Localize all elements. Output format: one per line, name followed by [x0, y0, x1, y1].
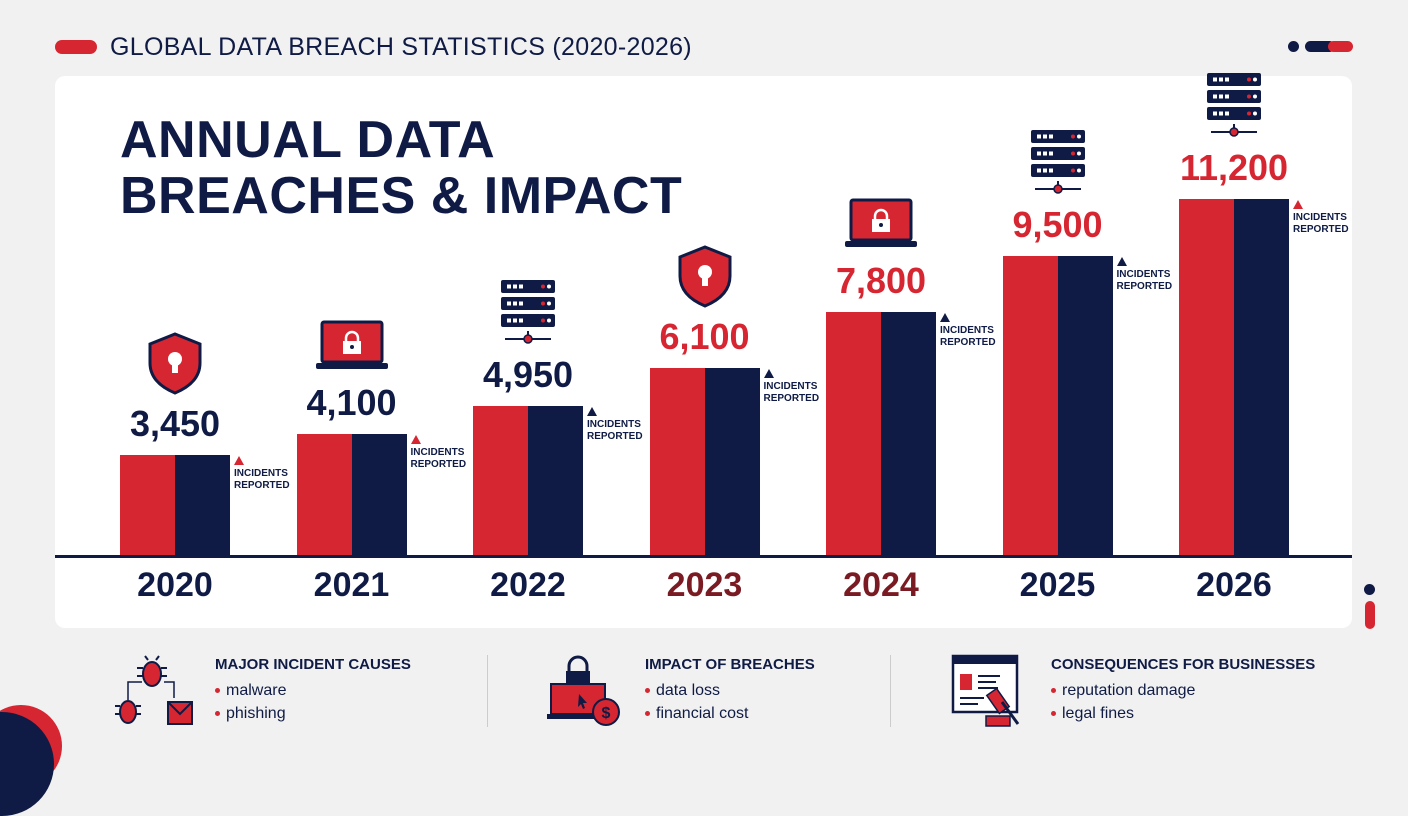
header-title: GLOBAL DATA BREACH STATISTICS (2020-2026… — [110, 33, 692, 61]
side-pill — [1365, 601, 1375, 629]
bar-2024-navy — [881, 311, 936, 556]
list-item: reputation damage — [1051, 679, 1315, 702]
bar-2024-red — [826, 311, 881, 556]
laptop-lock-icon — [843, 198, 919, 257]
header-pill-red — [1328, 41, 1353, 52]
triangle-up-icon — [410, 434, 421, 444]
side-dot — [1364, 584, 1375, 595]
year-label: 2023 — [666, 566, 743, 604]
incidents-reported-note: INCIDENTS REPORTED — [410, 434, 467, 471]
year-label: 2020 — [137, 566, 213, 604]
bar-2021-red — [296, 433, 352, 556]
bar-2026-navy — [1234, 199, 1289, 556]
note-text: REPORTED — [587, 430, 643, 442]
bar-2022-navy — [528, 405, 583, 556]
triangle-up-icon — [1293, 200, 1303, 210]
section-consequences: CONSEQUENCES FOR BUSINESSES reputation d… — [1051, 656, 1315, 725]
note-text: INCIDENTS — [410, 446, 465, 458]
year-label: 2024 — [843, 566, 919, 604]
list-item: data loss — [645, 679, 815, 702]
note-text: REPORTED — [234, 480, 290, 492]
note-text: INCIDENTS — [763, 380, 818, 392]
bar-2025-red — [1002, 255, 1058, 556]
list-item: phishing — [215, 702, 411, 725]
note-text: INCIDENTS — [1116, 268, 1171, 280]
incidents-reported-note: INCIDENTS REPORTED — [1116, 256, 1173, 293]
bar-2023-red — [649, 367, 705, 556]
note-text: REPORTED — [763, 392, 820, 404]
note-text: INCIDENTS — [940, 324, 994, 336]
bug-email-icon — [115, 655, 193, 725]
svg-text:$: $ — [602, 705, 611, 722]
value-label: 4,950 — [482, 353, 574, 395]
header-pill-navy — [1305, 41, 1335, 52]
header-dot — [1288, 41, 1299, 52]
list-item: financial cost — [645, 702, 815, 725]
chart-title-line2: BREACHES & IMPACT — [120, 167, 683, 225]
value-label: 7,800 — [835, 259, 927, 301]
note-text: INCIDENTS — [234, 468, 288, 480]
note-text: INCIDENTS — [1293, 212, 1347, 224]
bar-2021-navy — [351, 433, 407, 556]
triangle-up-icon — [587, 406, 597, 416]
incidents-reported-note: INCIDENTS REPORTED — [234, 456, 290, 492]
value-label: 6,100 — [659, 315, 750, 357]
incidents-reported-note: INCIDENTS REPORTED — [1293, 200, 1349, 236]
server-icon — [499, 278, 557, 351]
triangle-up-icon — [763, 368, 774, 378]
document-gavel-icon — [951, 654, 1020, 727]
shield-icon — [147, 331, 203, 400]
laptop-lock-icon — [314, 320, 390, 379]
incidents-reported-note: INCIDENTS REPORTED — [940, 312, 996, 349]
bar-2026-red — [1179, 199, 1234, 556]
year-label: 2021 — [313, 566, 390, 604]
section-title: MAJOR INCIDENT CAUSES — [215, 656, 411, 673]
triangle-up-icon — [234, 456, 244, 466]
section-impact: IMPACT OF BREACHES data loss financial co… — [645, 656, 815, 725]
note-text: REPORTED — [1116, 280, 1173, 292]
bar-2020-navy — [175, 455, 230, 556]
section-title: IMPACT OF BREACHES — [645, 656, 815, 673]
bar-2020-red — [120, 455, 175, 556]
header-accent-pill — [55, 40, 97, 54]
divider — [487, 655, 488, 727]
triangle-up-icon — [940, 312, 950, 322]
bar-2025-navy — [1057, 255, 1113, 556]
bar-chart: 3,450 2020 INCIDENTS REPORTED 4,100 2021 INCID… — [120, 71, 1349, 604]
note-text: REPORTED — [1293, 224, 1349, 236]
year-label: 2022 — [490, 566, 566, 604]
divider — [890, 655, 891, 727]
bar-2023-navy — [704, 367, 760, 556]
value-label: 3,450 — [129, 403, 221, 445]
server-icon — [1205, 71, 1263, 144]
incidents-reported-note: INCIDENTS REPORTED — [587, 406, 643, 443]
year-label: 2025 — [1019, 566, 1096, 604]
section-incident-causes: MAJOR INCIDENT CAUSES malware phishing — [215, 656, 411, 725]
section-title: CONSEQUENCES FOR BUSINESSES — [1051, 656, 1316, 673]
triangle-up-icon — [1116, 256, 1127, 266]
x-axis-baseline — [55, 555, 1352, 558]
shield-icon — [677, 244, 733, 313]
value-label: 9,500 — [1012, 203, 1103, 245]
server-icon — [1029, 128, 1087, 201]
value-label: 4,100 — [306, 381, 397, 423]
bar-2022-red — [473, 405, 528, 556]
year-label: 2026 — [1196, 566, 1272, 604]
note-text: REPORTED — [410, 458, 467, 470]
note-text: INCIDENTS — [587, 418, 641, 430]
list-item: legal fines — [1051, 702, 1315, 725]
chart-title: ANNUAL DATA BREACHES & IMPACT — [120, 112, 682, 224]
chart-title-line1: ANNUAL DATA — [120, 111, 496, 169]
list-item: malware — [215, 679, 411, 702]
value-label: 11,200 — [1179, 147, 1289, 189]
note-text: REPORTED — [940, 336, 996, 348]
laptop-lock-dollar-icon: $ — [547, 655, 620, 726]
incidents-reported-note: INCIDENTS REPORTED — [763, 368, 820, 405]
